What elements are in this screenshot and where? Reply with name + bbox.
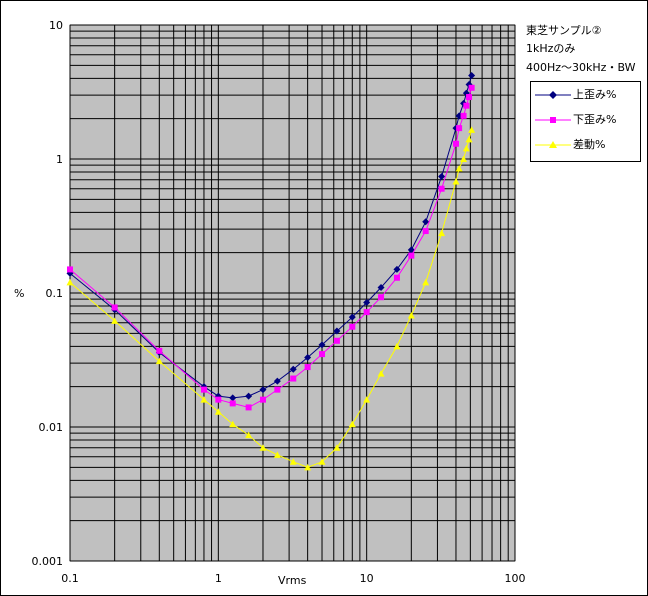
series-1 <box>67 84 475 411</box>
data-point <box>438 229 446 237</box>
data-point <box>304 364 311 371</box>
data-point <box>111 317 119 324</box>
data-point <box>363 396 371 403</box>
data-point <box>259 396 266 403</box>
grid-lines <box>69 24 516 562</box>
data-point <box>200 396 208 403</box>
triangle-marker-icon <box>535 141 571 148</box>
data-point <box>111 304 118 311</box>
data-point <box>407 246 415 254</box>
data-point <box>468 71 476 79</box>
x-tick-label: 1 <box>215 572 222 585</box>
data-point <box>229 394 237 402</box>
data-point <box>438 185 445 192</box>
data-point <box>245 404 252 411</box>
chart-title: 東芝サンプル② <box>526 24 602 37</box>
data-point <box>229 420 237 428</box>
data-point <box>274 386 281 393</box>
data-point <box>259 444 267 451</box>
legend-item-lower: 下歪み% <box>531 112 640 128</box>
data-point <box>393 274 400 281</box>
data-point <box>378 294 385 301</box>
legend-item-diff: 差動% <box>531 137 640 153</box>
data-point <box>289 458 297 465</box>
legend-label: 上歪み% <box>573 88 617 101</box>
data-point <box>273 451 281 458</box>
series-layer <box>66 71 476 471</box>
data-point <box>156 347 163 354</box>
data-point <box>333 444 341 451</box>
legend: 上歪み% 下歪み% 差動% <box>530 81 641 162</box>
legend-label: 下歪み% <box>573 113 617 126</box>
data-point <box>456 125 463 132</box>
y-tick-label: 1 <box>56 153 63 166</box>
data-point <box>245 392 253 400</box>
data-point <box>318 458 326 465</box>
square-marker-icon <box>535 117 571 123</box>
data-point <box>466 94 473 101</box>
data-point <box>422 218 430 226</box>
data-point <box>333 327 341 335</box>
data-point <box>348 313 356 321</box>
data-point <box>452 140 459 147</box>
chart-note-1: 1kHzのみ <box>526 42 575 55</box>
data-point <box>363 298 371 306</box>
y-tick-label: 0.01 <box>39 421 64 434</box>
data-point <box>463 102 470 109</box>
x-tick-label: 10 <box>360 572 374 585</box>
data-point <box>215 396 222 403</box>
data-point <box>349 323 356 330</box>
data-point <box>155 357 163 365</box>
data-point <box>377 283 385 291</box>
data-point <box>289 365 297 373</box>
tick-labels: 0.1 1 10 100 10 1 0.1 0.01 0.001 <box>32 19 526 585</box>
y-axis-label: % <box>14 287 24 300</box>
data-point <box>200 386 207 393</box>
data-point <box>452 177 460 185</box>
x-tick-label: 0.1 <box>61 572 79 585</box>
data-point <box>319 351 326 358</box>
data-point <box>304 463 312 471</box>
data-point <box>259 386 267 394</box>
data-point <box>393 342 401 350</box>
data-point <box>438 173 446 181</box>
data-point <box>214 408 222 415</box>
y-tick-label: 0.001 <box>32 555 64 568</box>
data-point <box>333 337 340 344</box>
y-tick-label: 0.1 <box>46 287 64 300</box>
data-point <box>290 375 297 382</box>
diamond-marker-icon <box>535 91 571 99</box>
data-point <box>393 265 401 273</box>
y-tick-label: 10 <box>49 19 63 32</box>
data-point <box>245 431 253 439</box>
data-point <box>304 354 312 362</box>
data-point <box>363 309 370 316</box>
data-point <box>422 278 430 286</box>
legend-label: 差動% <box>573 138 606 151</box>
data-point <box>468 126 476 133</box>
data-point <box>455 164 463 172</box>
data-point <box>229 400 236 407</box>
data-point <box>462 144 470 152</box>
data-point <box>67 266 73 273</box>
data-point <box>377 370 385 377</box>
series-2 <box>66 126 476 471</box>
data-point <box>408 252 415 259</box>
data-point <box>465 135 473 143</box>
data-point <box>66 278 74 286</box>
data-point <box>318 341 326 349</box>
legend-item-upper: 上歪み% <box>531 87 640 103</box>
chart-note-2: 400Hz〜30kHz・BW <box>526 61 636 74</box>
data-point <box>468 84 475 91</box>
data-point <box>422 228 429 235</box>
data-point <box>407 311 415 319</box>
data-point <box>460 155 468 162</box>
x-axis-label: Vrms <box>278 574 307 587</box>
data-point <box>460 112 467 119</box>
data-point <box>348 420 356 428</box>
x-tick-label: 100 <box>505 572 526 585</box>
data-point <box>273 377 281 385</box>
